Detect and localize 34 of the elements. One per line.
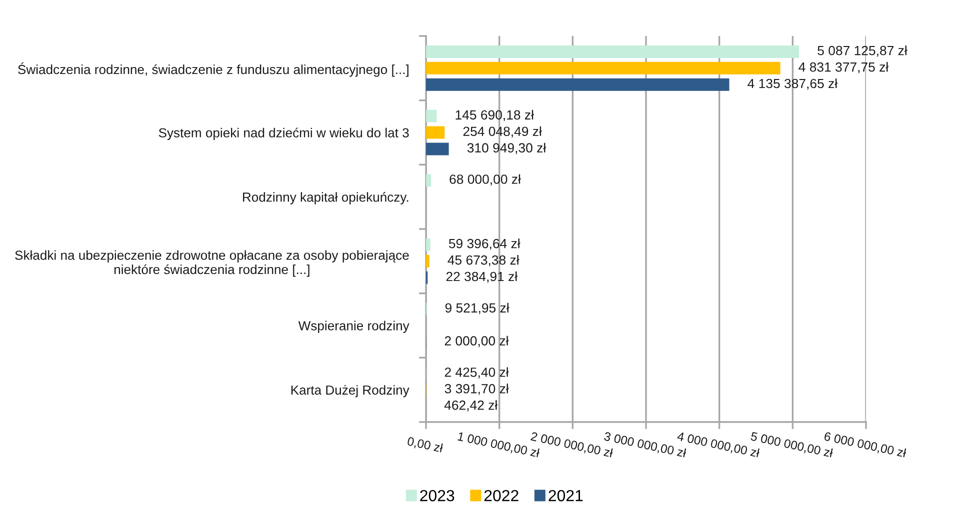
- y-tick-label: System opieki nad dziećmi w wieku do lat 3: [158, 128, 409, 140]
- x-tick-label: 0,00 zł: [406, 436, 444, 454]
- data-label: 2 425,40 zł: [444, 367, 509, 378]
- data-label: 2 000,00 zł: [444, 336, 509, 348]
- data-label: 22 384,91 zł: [446, 271, 518, 283]
- y-tick-label: Karta Dużej Rodziny: [291, 385, 410, 398]
- legend-label: 2022: [484, 490, 518, 502]
- data-label: 310 949,30 zł: [467, 142, 546, 154]
- data-label: 45 673,38 zł: [448, 255, 520, 266]
- data-label: 4 135 387,65 zł: [748, 78, 838, 90]
- y-tick-label: Świadczenia rodzinne, świadczenie z funduszu alimentacyjnego [...]: [18, 62, 408, 77]
- y-tick-label: Składki na ubezpieczenie zdrowotne opłacane za osoby pobierające niektóre świadczenia rodzinne [...]: [15, 250, 409, 277]
- bar: [426, 238, 430, 251]
- data-label: 59 396,64 zł: [448, 238, 520, 250]
- y-tick-label: Rodzinny kapitał opiekuńczy.: [243, 192, 408, 204]
- legend-label: 2021: [548, 490, 583, 502]
- data-label: 9 521,95 zł: [445, 302, 510, 314]
- bar: [426, 62, 780, 74]
- bar: [426, 78, 730, 91]
- legend-label: 2023: [420, 490, 454, 502]
- bar: [426, 254, 430, 268]
- bar: [426, 110, 437, 122]
- data-label: 254 048,49 zł: [463, 126, 542, 138]
- bar: [426, 142, 449, 156]
- data-label: 5 087 125,87 zł: [818, 46, 908, 57]
- data-label: 145 690,18 zł: [456, 110, 534, 122]
- data-label: 4 831 377,75 zł: [798, 62, 889, 74]
- bar: [426, 174, 431, 187]
- y-tick-label: Wspieranie rodziny: [298, 320, 410, 333]
- bar: [426, 126, 445, 139]
- data-label: 3 391,70 zł: [444, 384, 509, 395]
- data-label: 462,42 zł: [444, 400, 498, 412]
- bar: [426, 45, 800, 58]
- data-label: 68 000,00 zł: [450, 174, 521, 186]
